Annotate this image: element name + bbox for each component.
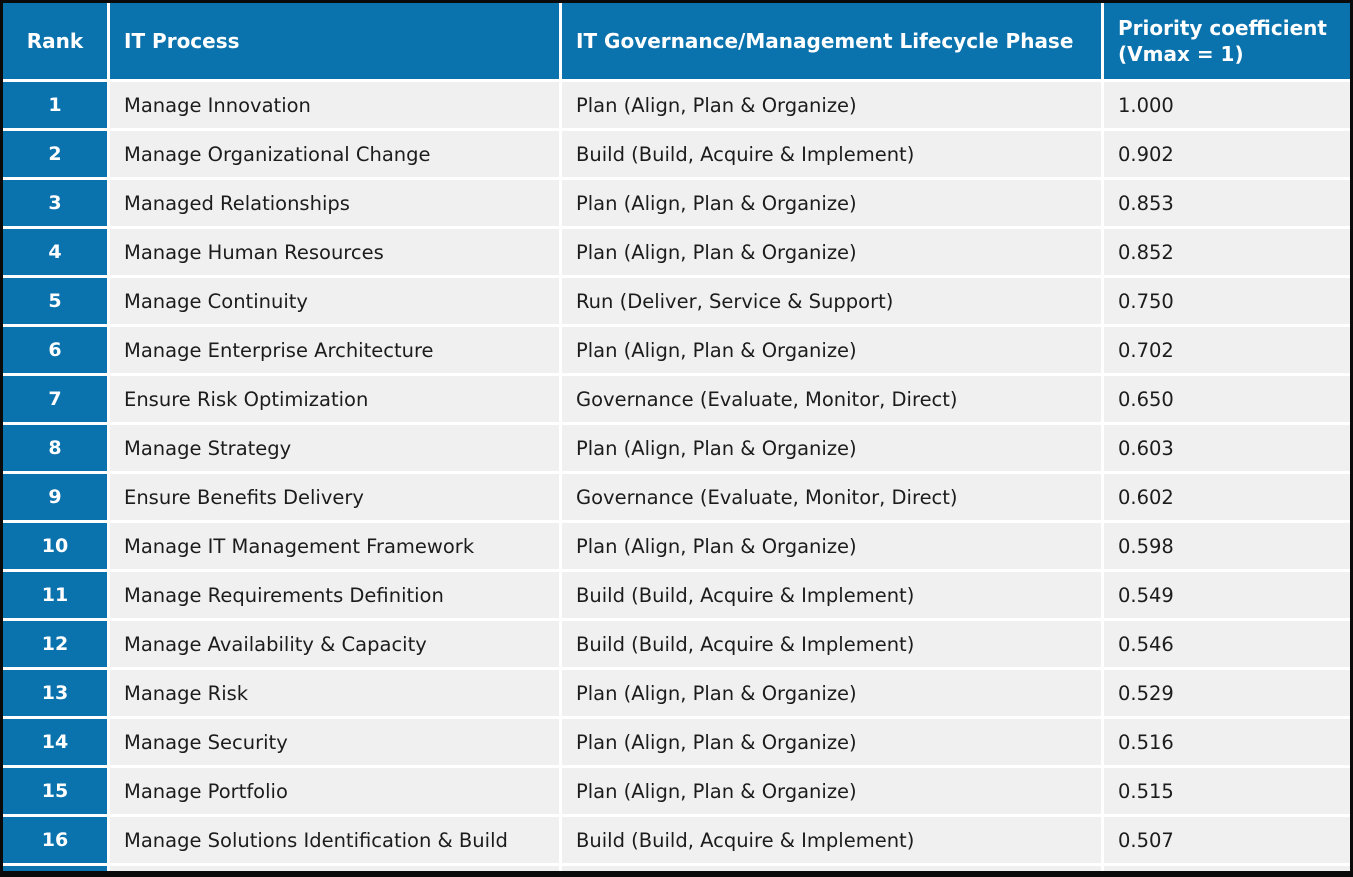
rank-cell: 6 xyxy=(3,324,107,373)
priority-cell: 0.602 xyxy=(1101,471,1350,520)
phase-cell: Build (Build, Acquire & Implement) xyxy=(559,128,1101,177)
table-body: 1 Manage Innovation Plan (Align, Plan & … xyxy=(3,79,1350,863)
rank-cell: 10 xyxy=(3,520,107,569)
header-rank-label: Rank xyxy=(26,29,84,53)
header-phase-label: IT Governance/Management Lifecycle Phase xyxy=(576,29,1074,53)
rank-cell: 5 xyxy=(3,275,107,324)
table-header-row: Rank IT Process IT Governance/Management… xyxy=(3,3,1350,79)
process-cell: Manage Availability & Capacity xyxy=(107,618,559,667)
rank-cell xyxy=(3,863,107,871)
priority-cell: 0.853 xyxy=(1101,177,1350,226)
header-rank: Rank xyxy=(3,3,107,79)
phase-cell: Plan (Align, Plan & Organize) xyxy=(559,177,1101,226)
phase-cell: Plan (Align, Plan & Organize) xyxy=(559,79,1101,128)
process-cell: Manage Organizational Change xyxy=(107,128,559,177)
phase-cell: Governance (Evaluate, Monitor, Direct) xyxy=(559,373,1101,422)
process-cell: Manage Continuity xyxy=(107,275,559,324)
phase-cell: Plan (Align, Plan & Organize) xyxy=(559,226,1101,275)
process-cell: Manage Innovation xyxy=(107,79,559,128)
process-cell: Manage Requirements Definition xyxy=(107,569,559,618)
rank-cell: 16 xyxy=(3,814,107,863)
rank-cell: 13 xyxy=(3,667,107,716)
process-cell: Ensure Risk Optimization xyxy=(107,373,559,422)
header-phase: IT Governance/Management Lifecycle Phase xyxy=(559,3,1101,79)
process-cell: Manage Strategy xyxy=(107,422,559,471)
phase-cell xyxy=(559,863,1101,871)
table-row: 5 Manage Continuity Run (Deliver, Servic… xyxy=(3,275,1350,324)
process-cell: Manage Security xyxy=(107,716,559,765)
priority-cell: 0.702 xyxy=(1101,324,1350,373)
process-cell: Managed Relationships xyxy=(107,177,559,226)
priority-cell: 0.598 xyxy=(1101,520,1350,569)
table-row: 7 Ensure Risk Optimization Governance (E… xyxy=(3,373,1350,422)
rank-cell: 2 xyxy=(3,128,107,177)
phase-cell: Plan (Align, Plan & Organize) xyxy=(559,716,1101,765)
table-row: 12 Manage Availability & Capacity Build … xyxy=(3,618,1350,667)
process-cell: Manage Risk xyxy=(107,667,559,716)
rank-cell: 7 xyxy=(3,373,107,422)
process-cell: Manage IT Management Framework xyxy=(107,520,559,569)
table-row: 16 Manage Solutions Identification & Bui… xyxy=(3,814,1350,863)
phase-cell: Plan (Align, Plan & Organize) xyxy=(559,667,1101,716)
rank-cell: 4 xyxy=(3,226,107,275)
header-priority-label: Priority coefficient (Vmax = 1) xyxy=(1118,16,1327,66)
priority-cell: 0.650 xyxy=(1101,373,1350,422)
priority-cell: 1.000 xyxy=(1101,79,1350,128)
process-cell: Ensure Benefits Delivery xyxy=(107,471,559,520)
process-cell: Manage Enterprise Architecture xyxy=(107,324,559,373)
rank-cell: 12 xyxy=(3,618,107,667)
priority-cell: 0.750 xyxy=(1101,275,1350,324)
phase-cell: Build (Build, Acquire & Implement) xyxy=(559,814,1101,863)
process-cell: Manage Solutions Identification & Build xyxy=(107,814,559,863)
priority-cell: 0.546 xyxy=(1101,618,1350,667)
process-cell: Manage Human Resources xyxy=(107,226,559,275)
rank-cell: 14 xyxy=(3,716,107,765)
phase-cell: Run (Deliver, Service & Support) xyxy=(559,275,1101,324)
table-row: 15 Manage Portfolio Plan (Align, Plan & … xyxy=(3,765,1350,814)
phase-cell: Governance (Evaluate, Monitor, Direct) xyxy=(559,471,1101,520)
process-cell xyxy=(107,863,559,871)
process-cell: Manage Portfolio xyxy=(107,765,559,814)
table-row: 13 Manage Risk Plan (Align, Plan & Organ… xyxy=(3,667,1350,716)
rank-cell: 1 xyxy=(3,79,107,128)
header-process: IT Process xyxy=(107,3,559,79)
priority-cell: 0.515 xyxy=(1101,765,1350,814)
header-priority: Priority coefficient (Vmax = 1) xyxy=(1101,3,1350,79)
header-process-label: IT Process xyxy=(124,29,240,53)
phase-cell: Build (Build, Acquire & Implement) xyxy=(559,618,1101,667)
table-row: 4 Manage Human Resources Plan (Align, Pl… xyxy=(3,226,1350,275)
table-row: 1 Manage Innovation Plan (Align, Plan & … xyxy=(3,79,1350,128)
rank-cell: 3 xyxy=(3,177,107,226)
phase-cell: Plan (Align, Plan & Organize) xyxy=(559,765,1101,814)
priority-cell: 0.852 xyxy=(1101,226,1350,275)
table-row-partial xyxy=(3,863,1350,871)
priority-cell: 0.529 xyxy=(1101,667,1350,716)
priority-cell xyxy=(1101,863,1350,871)
rank-cell: 8 xyxy=(3,422,107,471)
phase-cell: Plan (Align, Plan & Organize) xyxy=(559,324,1101,373)
priority-cell: 0.603 xyxy=(1101,422,1350,471)
phase-cell: Plan (Align, Plan & Organize) xyxy=(559,422,1101,471)
table-row: 8 Manage Strategy Plan (Align, Plan & Or… xyxy=(3,422,1350,471)
table-row: 14 Manage Security Plan (Align, Plan & O… xyxy=(3,716,1350,765)
priority-cell: 0.549 xyxy=(1101,569,1350,618)
rank-cell: 15 xyxy=(3,765,107,814)
rank-cell: 11 xyxy=(3,569,107,618)
phase-cell: Build (Build, Acquire & Implement) xyxy=(559,569,1101,618)
table-row: 6 Manage Enterprise Architecture Plan (A… xyxy=(3,324,1350,373)
table-row: 3 Managed Relationships Plan (Align, Pla… xyxy=(3,177,1350,226)
priority-cell: 0.902 xyxy=(1101,128,1350,177)
priority-cell: 0.516 xyxy=(1101,716,1350,765)
phase-cell: Plan (Align, Plan & Organize) xyxy=(559,520,1101,569)
priority-cell: 0.507 xyxy=(1101,814,1350,863)
table-row: 10 Manage IT Management Framework Plan (… xyxy=(3,520,1350,569)
table-row: 2 Manage Organizational Change Build (Bu… xyxy=(3,128,1350,177)
rank-cell: 9 xyxy=(3,471,107,520)
table-row: 9 Ensure Benefits Delivery Governance (E… xyxy=(3,471,1350,520)
table-row: 11 Manage Requirements Definition Build … xyxy=(3,569,1350,618)
